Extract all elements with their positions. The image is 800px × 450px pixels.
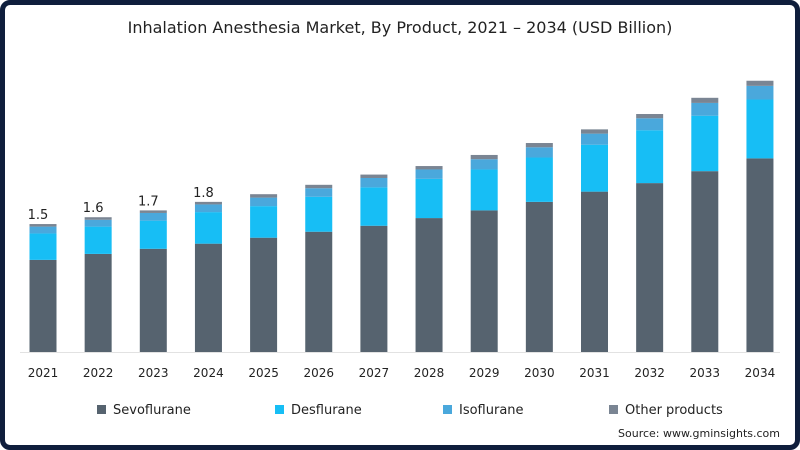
bar-desflurane-2030 [525,157,553,202]
x-tick-label: 2028 [414,366,445,380]
bar-desflurane-2024 [194,212,222,244]
legend-label: Isoflurane [459,403,524,418]
bar-sevoflurane-2023 [139,248,167,352]
bar-isoflurane-2024 [194,204,222,213]
x-tick-label: 2021 [28,366,59,380]
bar-desflurane-2028 [415,178,443,219]
bar-other-products-2029 [470,154,498,160]
x-tick-label: 2033 [690,366,721,380]
bar-other-products-2027 [360,174,388,178]
bar-desflurane-2032 [636,130,664,184]
bar-other-products-2028 [415,166,443,170]
bar-other-products-2026 [305,184,333,189]
bar-sevoflurane-2030 [525,201,553,352]
bar-other-products-2031 [581,129,608,134]
x-tick-label: 2024 [193,366,224,380]
x-tick-label: 2029 [469,366,500,380]
bar-sevoflurane-2025 [250,237,278,352]
bar-other-products-2034 [746,80,774,86]
bar-isoflurane-2028 [415,169,443,179]
x-tick-label: 2032 [634,366,665,380]
x-tick-label: 2025 [248,366,279,380]
bar-sevoflurane-2022 [84,253,112,352]
total-data-label: 1.7 [138,194,159,209]
legend-swatch [97,405,106,414]
bar-isoflurane-2026 [305,188,333,197]
x-tick-label: 2023 [138,366,169,380]
bar-desflurane-2023 [139,220,167,249]
total-data-label: 1.5 [28,208,49,223]
bar-desflurane-2034 [746,99,774,159]
bar-sevoflurane-2033 [691,171,719,352]
bar-other-products-2021 [29,224,57,227]
bar-desflurane-2031 [581,144,608,192]
bar-desflurane-2025 [250,206,278,238]
bar-other-products-2030 [525,143,553,148]
bar-isoflurane-2033 [691,102,719,116]
bar-isoflurane-2029 [470,159,498,170]
bar-sevoflurane-2021 [29,259,57,352]
legend-label: Other products [625,403,723,418]
bar-other-products-2032 [636,114,664,119]
bar-desflurane-2021 [29,233,57,260]
bar-isoflurane-2031 [581,133,608,145]
bar-other-products-2033 [691,97,719,103]
chart-title: Inhalation Anesthesia Market, By Product… [128,18,673,37]
x-tick-label: 2030 [524,366,555,380]
total-data-label: 1.6 [83,201,104,216]
bar-desflurane-2033 [691,115,719,172]
total-data-label: 1.8 [193,186,214,201]
bar-isoflurane-2025 [250,197,278,207]
x-tick-label: 2031 [579,366,610,380]
legend-swatch [443,405,452,414]
source-note: Source: www.gminsights.com [618,427,780,440]
bar-isoflurane-2030 [525,147,553,158]
bar-sevoflurane-2034 [746,158,774,352]
bar-desflurane-2022 [84,226,112,254]
legend-label: Desflurane [291,403,362,418]
bar-sevoflurane-2032 [636,183,664,352]
bar-desflurane-2029 [470,169,498,211]
bar-other-products-2025 [250,194,278,198]
legend-label: Sevoflurane [113,403,191,418]
bar-isoflurane-2027 [360,177,388,188]
bar-desflurane-2027 [360,187,388,226]
bar-other-products-2024 [194,201,222,205]
bar-sevoflurane-2029 [470,210,498,352]
bar-desflurane-2026 [305,196,333,232]
bar-sevoflurane-2028 [415,218,443,352]
bar-sevoflurane-2026 [305,231,333,352]
bar-sevoflurane-2024 [194,243,222,352]
bar-isoflurane-2021 [29,226,57,234]
bar-other-products-2022 [84,217,112,220]
bar-other-products-2023 [139,210,167,213]
x-tick-label: 2026 [303,366,334,380]
legend-swatch [609,405,618,414]
bar-isoflurane-2034 [746,85,774,100]
x-tick-label: 2034 [745,366,776,380]
legend-swatch [275,405,284,414]
bar-sevoflurane-2031 [581,191,608,352]
bar-sevoflurane-2027 [360,225,388,352]
bar-isoflurane-2023 [139,212,167,221]
bar-isoflurane-2022 [84,219,112,227]
bar-isoflurane-2032 [636,118,664,131]
x-tick-label: 2027 [359,366,390,380]
x-tick-label: 2022 [83,366,114,380]
